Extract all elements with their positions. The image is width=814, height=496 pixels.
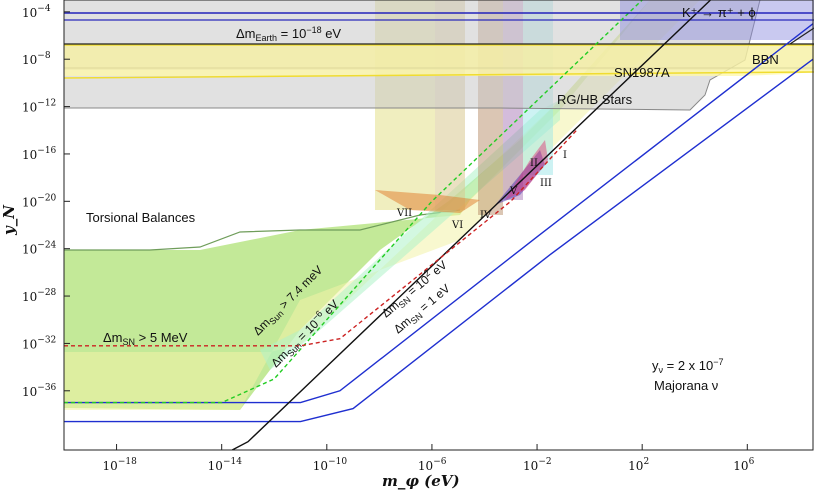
plot-area: I II III IV V VI VII Torsional Balances … <box>64 0 814 450</box>
region-I-III <box>495 150 545 205</box>
roman-VII: VII <box>396 208 412 219</box>
x-tick-label: 102 <box>628 457 649 473</box>
label-torsional: Torsional Balances <box>86 210 196 225</box>
label-sn-5mev: ΔmSN > 5 MeV <box>103 330 188 347</box>
y-tick-label: 10−32 <box>22 335 56 351</box>
label-majorana: Majorana ν <box>654 378 718 393</box>
y-tick-label: 10−36 <box>22 383 57 399</box>
bbn-region <box>64 45 814 76</box>
bbn-boundary-bottom <box>64 71 814 79</box>
label-sn1987a: SN1987A <box>614 65 670 80</box>
plot-frame <box>63 0 814 451</box>
series-line-3 <box>64 0 643 404</box>
region-II <box>505 140 548 200</box>
region-VI-VII <box>375 190 480 213</box>
y-tick-label: 10−12 <box>22 99 56 115</box>
label-bbn: BBN <box>752 52 779 67</box>
top-black-corner <box>789 27 814 45</box>
roman-VI: VI <box>451 220 463 231</box>
y-axis-title: y_N <box>0 204 18 236</box>
roman-IV: IV <box>480 210 492 221</box>
y-tick-label: 10−8 <box>22 51 51 67</box>
x-tick-label: 10−10 <box>313 457 348 473</box>
label-earth: ΔmEarth = 10−18 eV <box>236 25 341 43</box>
torsional-balances-region <box>64 0 650 410</box>
label-yukawa: yν = 2 x 10−7 <box>652 357 724 375</box>
label-rghb: RG/HB Stars <box>557 92 633 107</box>
y-tick-label: 10−16 <box>22 146 57 162</box>
y-tick-label: 10−24 <box>22 241 57 257</box>
x-axis-title: m_φ (eV) <box>382 472 460 490</box>
series-line-4 <box>64 129 578 347</box>
y-tick-label: 10−20 <box>22 193 57 209</box>
x-tick-label: 10−14 <box>208 457 243 473</box>
x-tick-label: 10−2 <box>523 457 552 473</box>
x-tick-label: 10−18 <box>103 457 138 473</box>
torsional-boundary <box>64 209 461 251</box>
roman-I: I <box>563 150 567 161</box>
x-tick-label: 106 <box>733 457 754 473</box>
roman-III: III <box>540 178 552 189</box>
series-line-2 <box>231 0 711 450</box>
label-kaon: K⁺ → π⁺ + ϕ <box>682 5 756 20</box>
roman-II: II <box>530 158 538 169</box>
lines-layer <box>64 0 814 450</box>
ticks-layer: 10−18 10−14 10−10 10−6 10−2 102 106 10−4 10−8 10−… <box>22 4 755 473</box>
x-tick-label: 10−6 <box>418 457 447 473</box>
series-line-0 <box>64 58 814 423</box>
y-tick-label: 10−28 <box>22 288 57 304</box>
y-tick-label: 10−4 <box>22 4 51 20</box>
roman-V: V <box>509 186 518 197</box>
